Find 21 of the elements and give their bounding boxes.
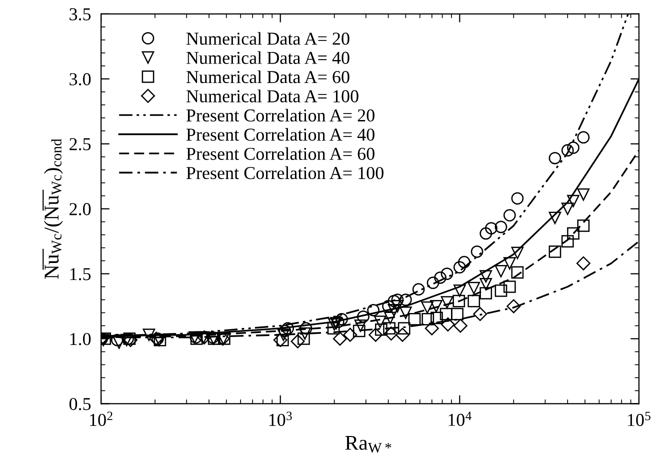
x-tick-label: 10$^{5}$ (628, 412, 650, 426)
legend-label: Present Correlation A= 20 (186, 108, 374, 122)
y-tick-label: 0.5 (69, 398, 91, 410)
legend-label: Numerical Data A= 60 (186, 70, 350, 84)
y-axis-title: N̅u̅$_{Wc}$/(N̅u̅$_{Wc}$)$_{cond}$ (42, 138, 63, 279)
legend-label: Numerical Data A= 100 (186, 90, 358, 102)
legend-label: Present Correlation A= 100 (186, 166, 384, 180)
legend-label: Present Correlation A= 40 (186, 128, 374, 141)
x-tick-label: 10$^{2}$ (90, 412, 112, 426)
legend-label: Numerical Data A= 20 (186, 32, 350, 45)
y-tick-label: 2.5 (70, 138, 91, 150)
legend-label: Numerical Data A= 40 (186, 51, 350, 64)
y-tick-label: 1.0 (70, 332, 91, 346)
y-tick-label: 1.5 (70, 268, 91, 280)
y-tick-label: 3.5 (70, 8, 91, 20)
x-tick-label: 10$^{4}$ (448, 412, 472, 426)
x-tick-label: 10$^{3}$ (269, 412, 292, 426)
y-tick-label: 3.0 (70, 73, 91, 86)
legend-label: Present Correlation A= 60 (186, 147, 374, 160)
y-tick-label: 2.0 (70, 203, 91, 216)
x-axis-title: Ra$_{W*}$ (345, 436, 392, 453)
